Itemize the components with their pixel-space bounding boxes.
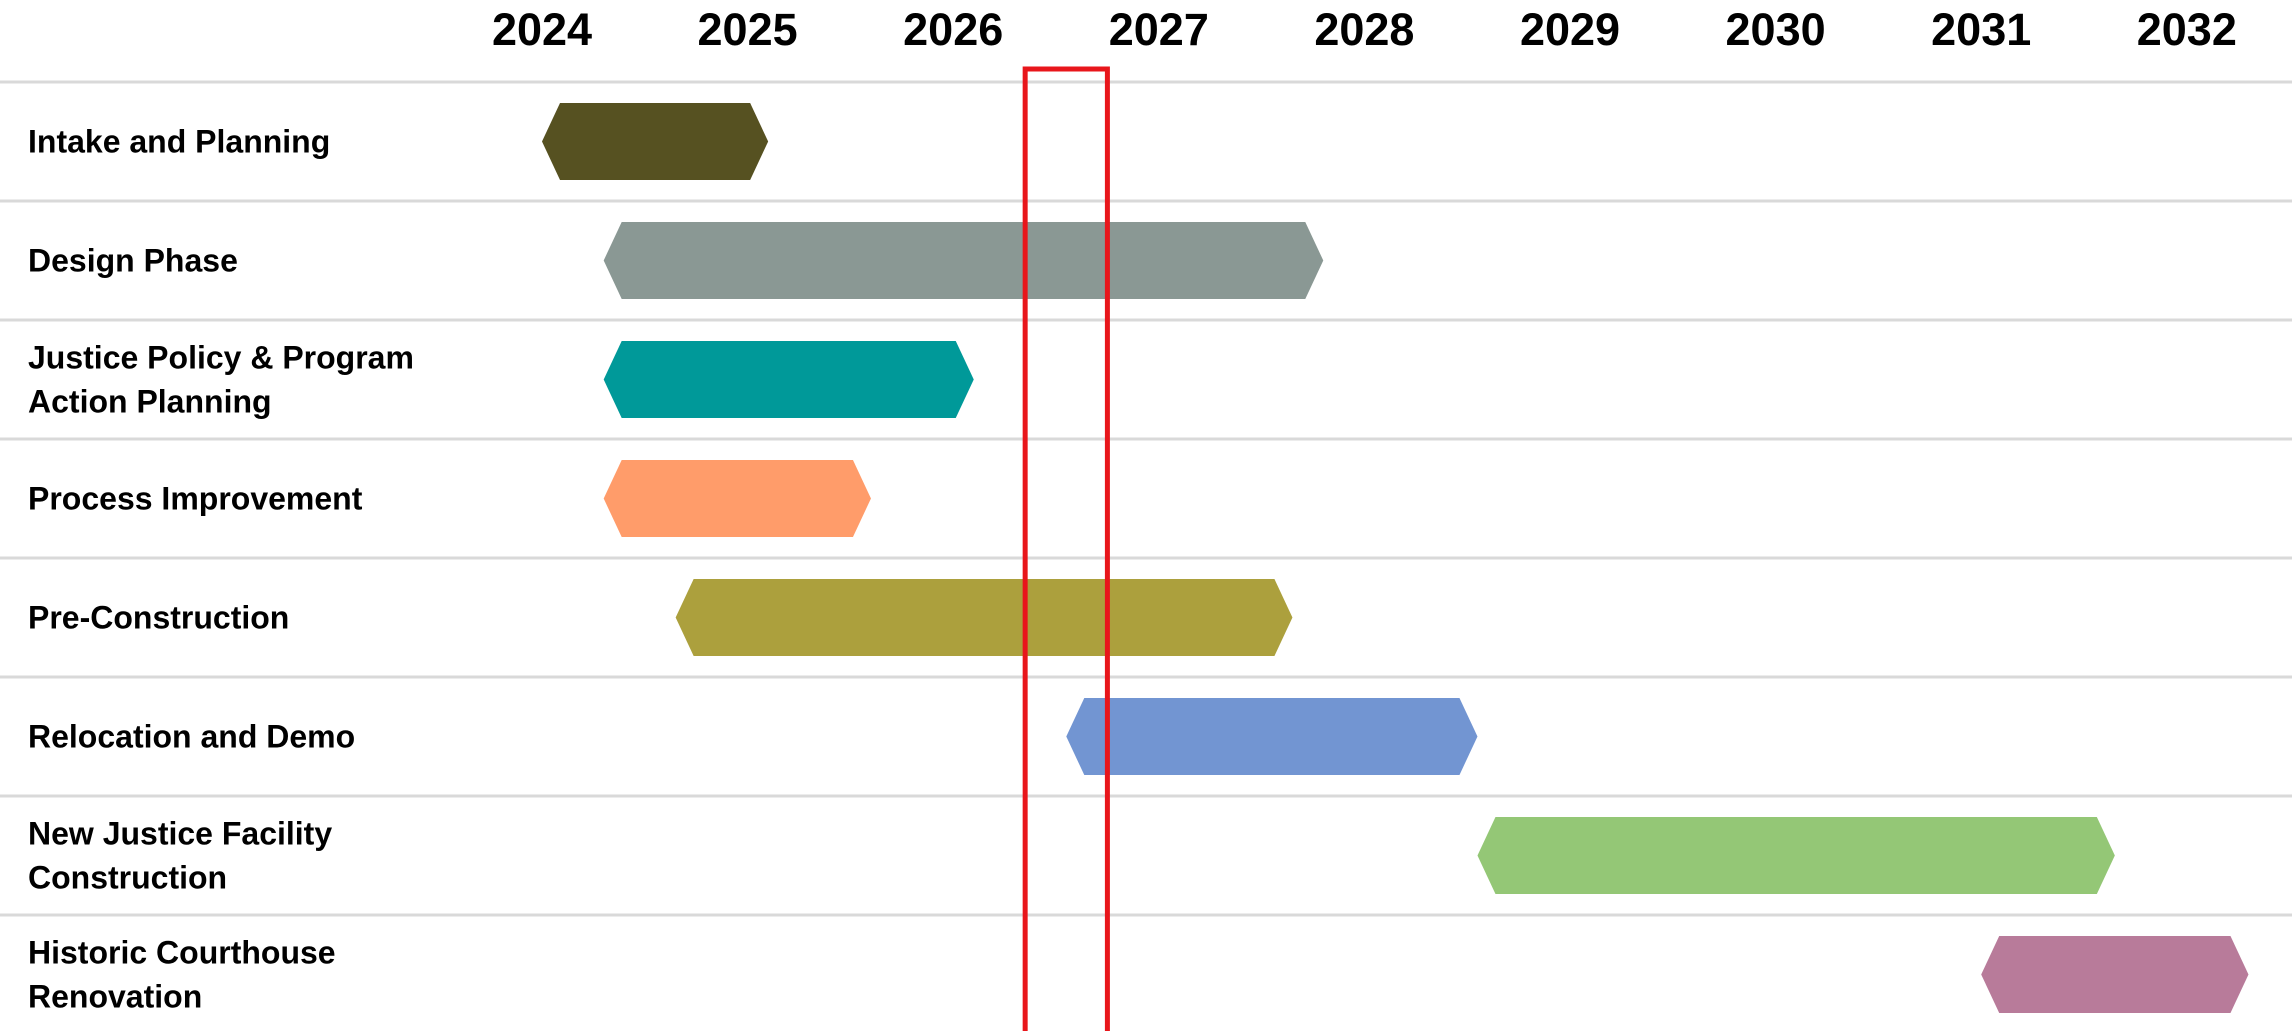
task-label-line: New Justice Facility — [28, 816, 332, 852]
task-bar — [542, 103, 769, 180]
current-period-highlight — [1022, 66, 1110, 1031]
task-bar — [1981, 936, 2249, 1013]
task-label: Historic Courthouse Renovation — [28, 935, 336, 1015]
task-label: Justice Policy & Program Action Planning — [28, 340, 414, 420]
year-label: 2031 — [1931, 4, 2031, 55]
year-label: 2028 — [1314, 4, 1414, 55]
year-label: 2025 — [698, 4, 798, 55]
year-label: 2024 — [492, 4, 592, 55]
task-label-line: Renovation — [28, 979, 202, 1015]
year-axis: 2024 2025 2026 2027 2028 2029 2030 2031 2032 — [492, 4, 2237, 55]
task-label-line: Process Improvement — [28, 481, 363, 517]
year-label: 2030 — [1726, 4, 1826, 55]
task-label: Intake and Planning — [28, 124, 330, 160]
task-label-line: Pre-Construction — [28, 600, 289, 636]
task-bar — [1477, 817, 2115, 894]
task-labels: Intake and Planning Design Phase Justice P… — [28, 124, 414, 1015]
task-label-line: Historic Courthouse — [28, 935, 336, 971]
task-label-line: Intake and Planning — [28, 124, 330, 160]
task-label-line: Relocation and Demo — [28, 719, 355, 755]
year-label: 2029 — [1520, 4, 1620, 55]
task-label: Design Phase — [28, 243, 238, 279]
task-bar — [603, 222, 1324, 299]
year-label: 2032 — [2137, 4, 2237, 55]
task-label-line: Action Planning — [28, 384, 272, 420]
task-label: Relocation and Demo — [28, 719, 355, 755]
year-label: 2027 — [1109, 4, 1209, 55]
task-label-line: Justice Policy & Program — [28, 340, 414, 376]
task-bar — [675, 579, 1293, 656]
task-label-line: Construction — [28, 860, 227, 896]
year-label: 2026 — [903, 4, 1003, 55]
task-bars — [542, 103, 2249, 1013]
row-grid — [0, 80, 2292, 917]
task-label-line: Design Phase — [28, 243, 238, 279]
highlight-box — [1022, 66, 1110, 1031]
task-label: Pre-Construction — [28, 600, 289, 636]
task-label: Process Improvement — [28, 481, 363, 517]
task-bar — [603, 460, 871, 537]
task-bar — [1066, 698, 1478, 775]
task-label: New Justice Facility Construction — [28, 816, 332, 896]
task-bar — [603, 341, 974, 418]
